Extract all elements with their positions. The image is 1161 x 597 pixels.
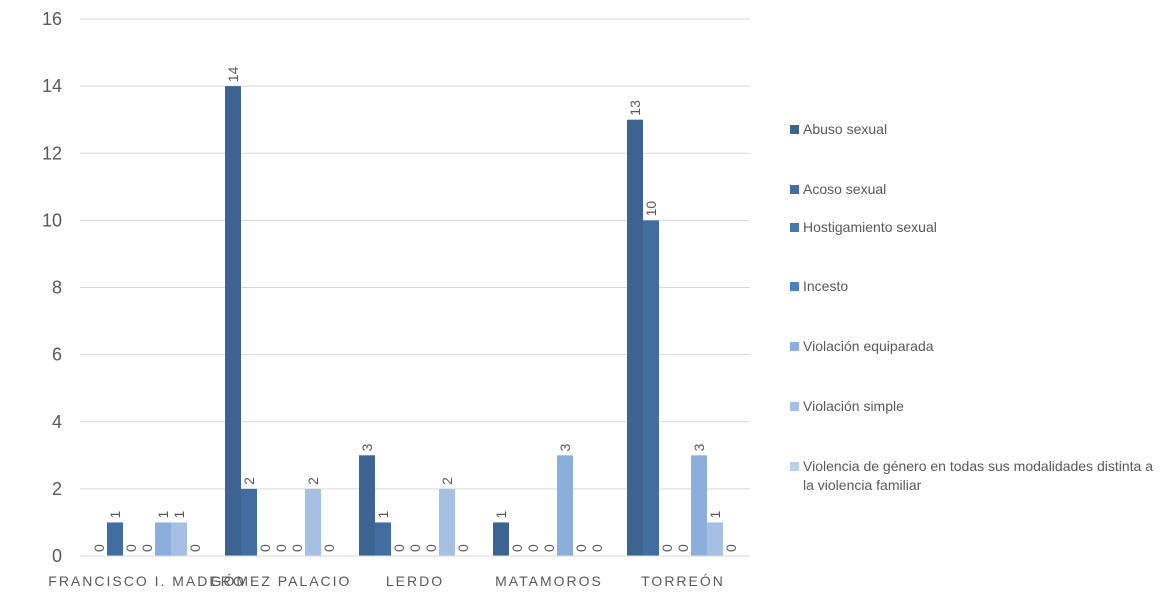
legend-swatch [790,282,799,291]
bar [107,522,123,556]
data-label: 0 [723,544,739,552]
y-tick-label: 14 [42,76,62,96]
bar [493,522,509,556]
data-label: 0 [589,544,605,552]
data-label: 2 [305,477,321,485]
data-label: 1 [375,510,391,518]
legend-swatch [790,125,799,134]
y-tick-label: 4 [52,412,62,432]
bar [171,522,187,556]
bar [359,455,375,556]
legend-item: Violencia de género en todas sus modalid… [790,457,1160,495]
bar [691,455,707,556]
data-label: 0 [273,544,289,552]
y-tick-label: 10 [42,210,62,230]
legend-label: Violación simple [803,398,904,414]
bar [241,488,257,556]
bar [439,488,455,556]
data-label: 1 [493,510,509,518]
bars [107,86,723,556]
y-axis-ticks: 0 2 4 6 8 10 12 14 16 [42,9,62,566]
data-label: 0 [187,544,203,552]
data-label: 0 [525,544,541,552]
y-tick-label: 8 [52,278,62,298]
data-label: 10 [643,201,659,217]
data-label: 2 [439,477,455,485]
data-label: 1 [155,510,171,518]
data-label: 3 [359,443,375,451]
data-label: 0 [407,544,423,552]
bar [643,220,659,556]
x-category-label: LERDO [386,573,444,589]
data-label: 1 [707,510,723,518]
data-label: 1 [107,510,123,518]
legend-swatch [790,462,799,471]
legend-label: Incesto [803,278,849,294]
data-label: 2 [241,477,257,485]
legend-item: Violación equiparada [790,337,1160,356]
legend-item: Violación simple [790,397,1160,416]
y-tick-label: 12 [42,143,62,163]
legend-swatch [790,342,799,351]
data-label: 0 [423,544,439,552]
y-tick-label: 2 [52,479,62,499]
legend-item: Incesto [790,277,1160,296]
legend-label: Acoso sexual [803,181,887,197]
y-tick-label: 0 [52,546,62,566]
bar [155,522,171,556]
data-label: 13 [627,100,643,116]
data-label: 3 [691,443,707,451]
legend-item: Hostigamiento sexual [790,218,1160,237]
data-label: 0 [573,544,589,552]
legend-swatch [790,185,799,194]
bar [375,522,391,556]
x-category-label: MATAMOROS [495,573,603,589]
legend-label: Violencia de género en todas sus modalid… [803,458,1153,493]
x-category-label: GÓMEZ PALACIO [211,573,352,589]
data-label: 0 [509,544,525,552]
data-label: 14 [225,66,241,82]
legend-label: Abuso sexual [803,121,888,137]
legend-item: Acoso sexual [790,180,1160,199]
data-label: 1 [171,510,187,518]
gridlines [80,18,750,490]
data-label: 0 [541,544,557,552]
bar [557,455,573,556]
bar [707,522,723,556]
data-label: 0 [321,544,337,552]
bar [627,119,643,556]
data-label: 0 [91,544,107,552]
bar [225,86,241,556]
legend-label: Violación equiparada [803,338,934,354]
data-label: 0 [139,544,155,552]
legend-swatch [790,402,799,411]
legend-label: Hostigamiento sexual [803,219,937,235]
data-label: 0 [257,544,273,552]
legend-swatch [790,223,799,232]
data-label: 3 [557,443,573,451]
data-label: 0 [391,544,407,552]
data-label: 0 [659,544,675,552]
data-label: 0 [455,544,471,552]
data-label: 0 [123,544,139,552]
x-category-label: FRANCISCO I. MADERO [48,573,245,589]
bar [305,488,321,556]
legend-item: Abuso sexual [790,120,1160,139]
data-label: 0 [289,544,305,552]
x-category-label: TORREÓN [641,573,725,589]
y-tick-label: 6 [52,345,62,365]
data-label: 0 [675,544,691,552]
y-tick-label: 16 [42,9,62,29]
